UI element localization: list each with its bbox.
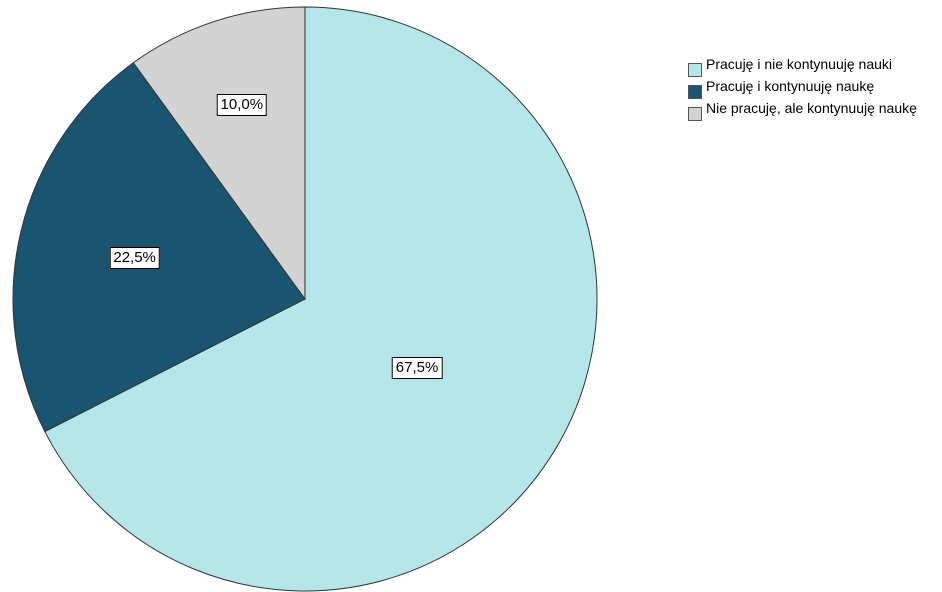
legend-swatch-1 [688,85,702,99]
pie-slice-0 [44,6,598,592]
data-label-1: 22,5% [109,247,160,270]
legend-item-0: Pracuję i nie kontynuuję nauki [688,57,940,77]
pie-slice-2 [132,6,306,301]
legend-swatch-2 [688,107,702,121]
data-label-0: 67,5% [391,356,443,379]
data-label-2: 10,0% [216,93,268,116]
legend-label-1: Pracuję i kontynuuję naukę [706,78,875,94]
legend-item-2: Nie pracuję, ale kontynuuję naukę [688,101,940,121]
legend-label-2: Nie pracuję, ale kontynuuję naukę [706,100,917,116]
legend-item-1: Pracuję i kontynuuję naukę [688,79,940,99]
legend-label-0: Pracuję i nie kontynuuję nauki [706,56,893,72]
legend-swatch-0 [688,63,702,77]
legend: Pracuję i nie kontynuuję nauki Pracuję i… [688,57,940,123]
